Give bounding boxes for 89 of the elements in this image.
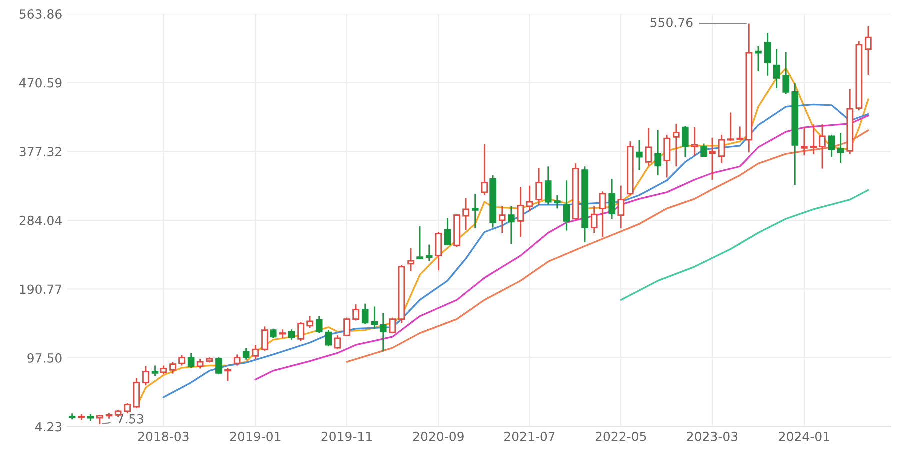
candlestick bbox=[654, 130, 662, 176]
x-tick-label: 2021-07 bbox=[504, 432, 555, 442]
y-tick-label: 190.77 bbox=[20, 284, 62, 294]
candlestick bbox=[344, 317, 350, 337]
x-tick-label: 2024-01 bbox=[779, 432, 830, 442]
candlestick bbox=[517, 186, 524, 238]
y-tick-label: 97.50 bbox=[28, 353, 62, 363]
x-tick-label: 2023-03 bbox=[687, 432, 738, 442]
candlestick bbox=[782, 52, 790, 96]
candlestick bbox=[673, 123, 680, 168]
candlestick bbox=[124, 402, 132, 414]
candlestick bbox=[764, 32, 772, 77]
candlestick bbox=[152, 365, 159, 377]
candlestick bbox=[645, 128, 652, 167]
y-tick-label: 284.04 bbox=[20, 216, 62, 226]
candlestick bbox=[481, 144, 488, 196]
candlestick bbox=[709, 137, 716, 181]
candlestick bbox=[352, 304, 360, 322]
line-series bbox=[620, 189, 870, 301]
candlestick bbox=[252, 344, 260, 360]
candlestick bbox=[736, 126, 744, 141]
y-tick-label: 563.86 bbox=[20, 10, 62, 19]
candlestick bbox=[472, 193, 479, 230]
y-tick-label: 4.23 bbox=[35, 422, 62, 432]
candlestick bbox=[380, 312, 387, 352]
candlestick bbox=[664, 134, 670, 178]
candlestick bbox=[216, 356, 222, 376]
candlestick bbox=[544, 166, 552, 206]
line-series bbox=[346, 130, 870, 363]
y-tick-label: 377.32 bbox=[20, 147, 62, 157]
candlestick bbox=[718, 134, 726, 164]
candlestick bbox=[298, 322, 304, 342]
candlestick bbox=[700, 143, 708, 158]
candlestick bbox=[444, 218, 452, 246]
candlestick bbox=[810, 124, 818, 155]
candlestick bbox=[755, 46, 762, 72]
x-tick-label: 2022-05 bbox=[596, 432, 646, 442]
candlestick bbox=[590, 206, 598, 234]
candlestick bbox=[426, 244, 433, 262]
x-tick-label: 2018-03 bbox=[138, 432, 189, 442]
candlestick bbox=[170, 361, 176, 375]
x-tick-label: 2019-11 bbox=[322, 432, 372, 442]
annotation: 550.76 bbox=[650, 18, 693, 28]
candlestick bbox=[408, 248, 414, 272]
y-tick-label: 470.59 bbox=[20, 78, 62, 88]
candlestick bbox=[828, 134, 836, 158]
candlestick bbox=[142, 366, 150, 386]
candlestick bbox=[96, 414, 104, 426]
candlestick bbox=[334, 334, 342, 350]
x-tick-label: 2020-09 bbox=[413, 432, 464, 442]
candlestick bbox=[178, 354, 186, 366]
x-tick-label: 2019-01 bbox=[230, 432, 281, 442]
candlestick bbox=[773, 48, 780, 90]
candlestick bbox=[536, 167, 542, 206]
candlestick bbox=[599, 191, 606, 238]
candlestick bbox=[306, 316, 314, 329]
candlestick bbox=[362, 303, 369, 326]
candlestick bbox=[682, 125, 689, 158]
candlestick bbox=[196, 358, 204, 370]
candlestick bbox=[224, 367, 232, 382]
line-series bbox=[254, 114, 870, 381]
candlestick bbox=[262, 326, 268, 352]
candlestick bbox=[389, 317, 396, 334]
candlestick bbox=[242, 347, 250, 361]
candlestick bbox=[462, 198, 470, 231]
candlestick bbox=[435, 232, 442, 272]
candlestick bbox=[316, 316, 323, 334]
candlestick bbox=[270, 328, 277, 340]
candlestick bbox=[288, 328, 296, 341]
candlestick bbox=[325, 330, 332, 348]
candlestick bbox=[188, 352, 195, 369]
candlestick bbox=[508, 206, 515, 245]
candlestick bbox=[371, 306, 378, 330]
candlestick bbox=[691, 126, 698, 156]
candlestick bbox=[554, 194, 561, 210]
candlestick bbox=[865, 26, 872, 76]
candlestick bbox=[727, 112, 734, 142]
candlestick bbox=[608, 178, 616, 220]
candlestick bbox=[563, 180, 570, 232]
candlestick bbox=[526, 185, 534, 212]
candlestick bbox=[636, 139, 643, 172]
candlestick bbox=[618, 185, 625, 230]
candlestick bbox=[819, 124, 826, 170]
candlestick bbox=[234, 354, 241, 366]
candlestick bbox=[416, 226, 424, 260]
candlestick bbox=[801, 126, 808, 156]
candlestick bbox=[498, 206, 506, 234]
candlestick bbox=[837, 132, 844, 164]
line-series bbox=[162, 104, 870, 398]
